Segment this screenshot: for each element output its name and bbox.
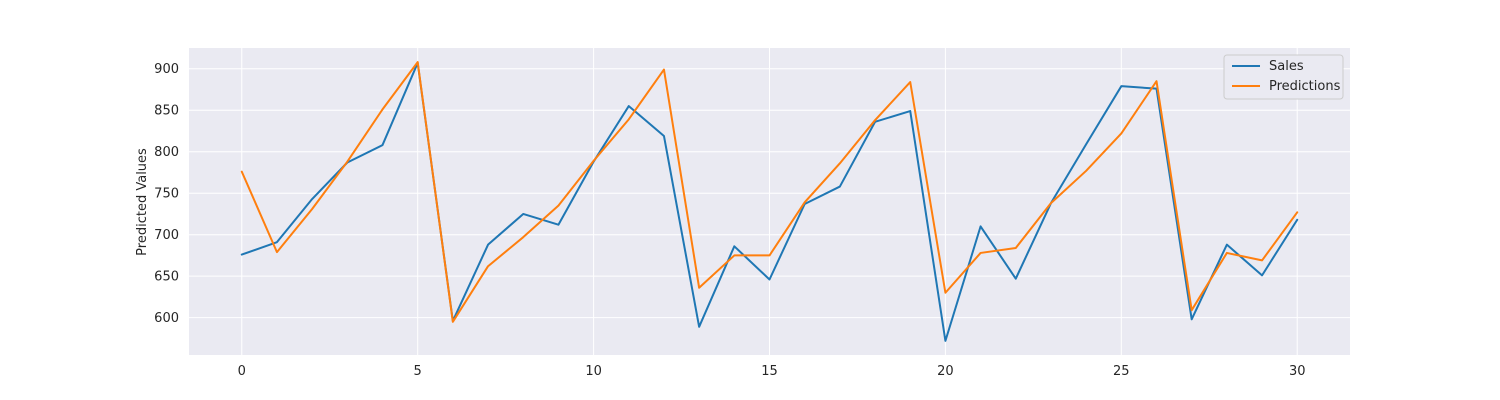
x-tick-label: 10 xyxy=(585,364,602,379)
legend-label-sales: Sales xyxy=(1269,59,1304,74)
legend: Sales Predictions xyxy=(1223,54,1344,100)
grid-lines xyxy=(189,48,1350,355)
series-line-predictions xyxy=(240,61,1299,323)
x-tick-label: 20 xyxy=(937,364,954,379)
legend-label-predictions: Predictions xyxy=(1269,79,1341,94)
y-axis-ticks: 600 650 700 750 800 850 900 xyxy=(154,62,179,326)
y-axis-label: Predicted Values xyxy=(135,148,150,256)
y-tick-label: 700 xyxy=(154,228,179,243)
x-tick-label: 15 xyxy=(761,364,778,379)
x-tick-label: 5 xyxy=(414,364,422,379)
y-tick-label: 800 xyxy=(154,145,179,160)
y-tick-label: 600 xyxy=(154,311,179,326)
y-tick-label: 850 xyxy=(154,104,179,119)
x-tick-label: 25 xyxy=(1113,364,1130,379)
x-tick-label: 30 xyxy=(1289,364,1306,379)
x-axis-ticks: 0 5 10 15 20 25 30 xyxy=(238,364,1306,379)
x-tick-label: 0 xyxy=(238,364,246,379)
y-tick-label: 900 xyxy=(154,62,179,77)
y-tick-label: 650 xyxy=(154,270,179,285)
y-tick-label: 750 xyxy=(154,187,179,202)
series-layer xyxy=(240,61,1299,342)
